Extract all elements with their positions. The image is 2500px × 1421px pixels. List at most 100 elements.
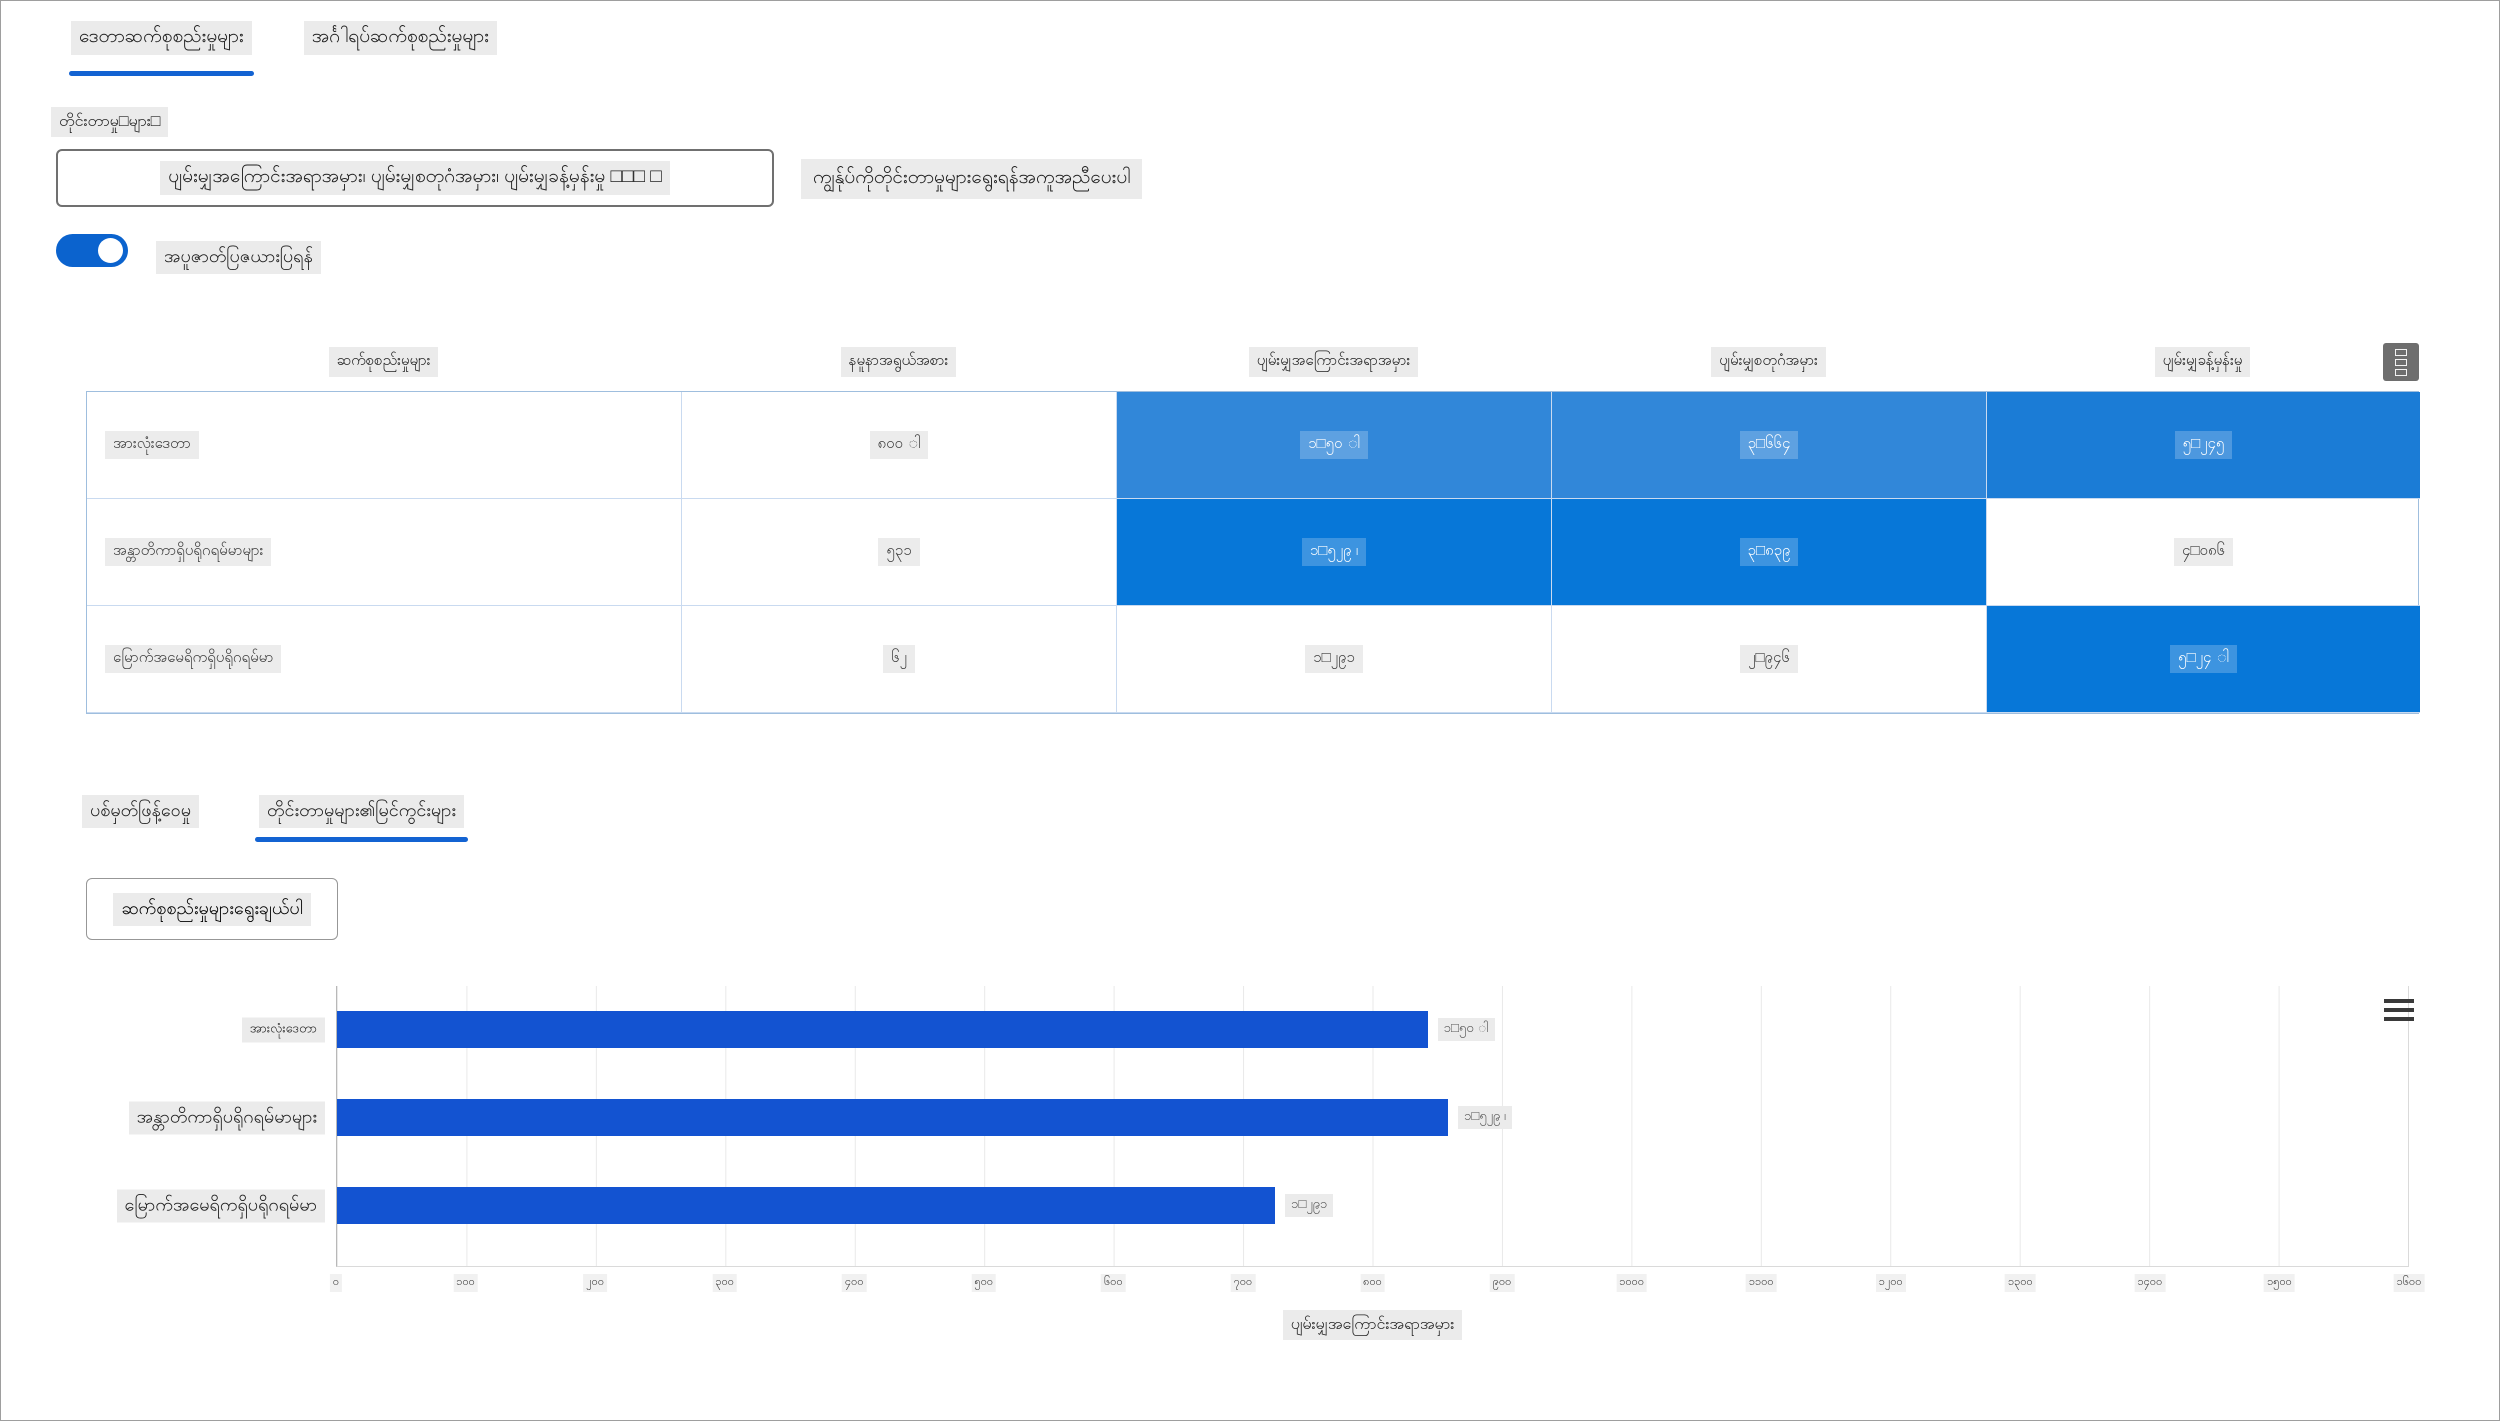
sample-size-value: ၈၀၀ ါ	[869, 431, 929, 459]
metric-value: ၅□၂၄ ါ	[2170, 645, 2237, 673]
cohort-tabs: ဒေတာဆက်စုစည်းမှုများ အင်္ဂါရပ်ဆက်စုစည်းမှ…	[67, 15, 501, 76]
chart-category-label-1: အန္တာတိကာရှိပရိုဂရမ်မာများ	[128, 1101, 325, 1134]
x-tick-label-9: ၉၀၀	[1489, 1274, 1515, 1292]
sample-size-cell: ၆၂	[682, 606, 1117, 713]
table-header-row: ဆက်စုစည်းမှုများ နမူနာအရွယ်အစား ပျမ်းမျှအက…	[86, 347, 2419, 377]
column-header-0: ဆက်စုစည်းမှုများ	[86, 347, 681, 377]
sample-size-value: ၆၂	[883, 645, 915, 673]
column-header-label: ပျမ်းမျှခန့်မှန်းမှု	[2154, 347, 2251, 377]
chart-category-text: မြောက်အမေရိကရှိပရိုဂရမ်မာ	[116, 1189, 325, 1222]
view-tab-label: ပစ်မှတ်ဖြန့်ဝေမှု	[82, 795, 199, 828]
mean-error-bar-chart: အားလုံးဒေတာအန္တာတိကာရှိပရိုဂရမ်မာများမြေ…	[1, 986, 2499, 1366]
view-tab-label: တိုင်းတာမှုများ၏မြင်ကွင်းများ	[259, 795, 464, 828]
bar-0[interactable]	[337, 1011, 1428, 1048]
cohort-metrics-table: အားလုံးဒေတာ ၈၀၀ ါ ၁□၅၀ ါ ၃□၆၆၄ ၅□၂၄၅အန္တာတိက…	[86, 391, 2420, 714]
column-header-label: ပျမ်းမျှအကြောင်းအရာအမှား	[1248, 347, 1419, 377]
metric-value: ၃□၆၆၄	[1739, 431, 1799, 459]
heatmap-toggle-label: အပူဇာတ်ပြဇယားပြရန်	[156, 241, 321, 274]
cohort-name-cell: မြောက်အမေရိကရှိပရိုဂရမ်မာ	[87, 606, 682, 713]
table-options-icon[interactable]	[2383, 343, 2419, 381]
measures-label-text: တိုင်းတာမှု□များ□	[51, 107, 169, 137]
column-header-1: နမူနာအရွယ်အစား	[681, 347, 1116, 377]
top-tab-label: အင်္ဂါရပ်ဆက်စုစည်းမှုများ	[303, 21, 497, 55]
metric-cell: ၁□၂၉၁	[1117, 606, 1552, 713]
metric-value: ၁□၅၂၉ ၊	[1301, 538, 1367, 566]
x-tick-label-10: ၁၀၀၀	[1616, 1274, 1647, 1292]
x-tick-label-1: ၁၀၀	[453, 1274, 478, 1292]
bar-value-label-1: ၁□၅၂၉ ၊	[1458, 1106, 1512, 1129]
metric-value: ၁□၅၀ ါ	[1300, 431, 1368, 459]
measures-dropdown[interactable]: ပျမ်းမျှအကြောင်းအရာအမှား၊ ပျမ်းမျှစတုဂံအ…	[56, 149, 774, 207]
column-header-label: ဆက်စုစည်းမှုများ	[328, 347, 439, 377]
x-tick-label-8: ၈၀၀	[1360, 1274, 1385, 1292]
metric-cell: ၅□၂၄၅	[1987, 392, 2420, 499]
x-tick-label-15: ၁၅၀၀	[2264, 1274, 2295, 1292]
metric-value: ၄□၀၈၆	[2174, 538, 2233, 566]
column-header-2: ပျမ်းမျှအကြောင်းအရာအမှား	[1116, 347, 1551, 377]
view-tabs: ပစ်မှတ်ဖြန့်ဝေမှု တိုင်းတာမှုများ၏မြင်ကွင…	[76, 789, 470, 842]
sample-size-value: ၅၃၁	[878, 538, 920, 566]
view-tab-0[interactable]: ပစ်မှတ်ဖြန့်ဝေမှု	[76, 789, 205, 834]
x-tick-label-5: ၅၀၀	[971, 1274, 997, 1292]
cohort-name: အားလုံးဒေတာ	[105, 431, 199, 459]
sample-size-cell: ၅၃၁	[682, 499, 1117, 606]
bar-value-label-2: ၁□၂၉၁	[1285, 1194, 1334, 1217]
metric-cell: ၁□၅၀ ါ	[1117, 392, 1552, 499]
metric-value: ၁□၂၉၁	[1305, 645, 1363, 673]
x-tick-label-11: ၁၁၀၀	[1745, 1274, 1777, 1292]
bar-row-0: ၁□၅၀ ါ	[337, 1011, 2408, 1048]
x-tick-label-0: ၀	[329, 1274, 343, 1292]
metric-value: ၂□၉၄၆	[1740, 645, 1798, 673]
x-tick-label-7: ၇၀၀	[1230, 1274, 1256, 1292]
metric-value: ၃□၈၃၉	[1739, 538, 1799, 566]
chart-hamburger-menu-icon[interactable]	[2384, 994, 2414, 1026]
sample-size-cell: ၈၀၀ ါ	[682, 392, 1117, 499]
top-tab-0[interactable]: ဒေတာဆက်စုစည်းမှုများ	[67, 15, 256, 76]
top-tab-label: ဒေတာဆက်စုစည်းမှုများ	[71, 21, 252, 55]
bar-value-label-0: ၁□၅၀ ါ	[1437, 1018, 1495, 1041]
metric-cell: ၅□၂၄ ါ	[1987, 606, 2420, 713]
bar-row-1: ၁□၅၂၉ ၊	[337, 1099, 2408, 1136]
help-choose-measures-button[interactable]: ကျွန်ုပ်ကိုတိုင်းတာမှုများရွေးရန်အကူအညီပ…	[801, 159, 1143, 199]
column-header-label: ပျမ်းမျှစတုဂံအမှား	[1711, 347, 1826, 377]
x-tick-label-13: ၁၃၀၀	[2004, 1274, 2036, 1292]
chart-category-label-2: မြောက်အမေရိကရှိပရိုဂရမ်မာ	[116, 1189, 325, 1222]
chart-plot-area: ၁□၅၀ ါ၁□၅၂၉ ၊၁□၂၉၁	[336, 986, 2409, 1267]
measures-label: တိုင်းတာမှု□များ□	[51, 107, 169, 137]
metric-cell: ၄□၀၈၆	[1987, 499, 2420, 606]
column-header-3: ပျမ်းမျှစတုဂံအမှား	[1551, 347, 1986, 377]
heatmap-toggle[interactable]	[56, 234, 128, 267]
cohort-name-cell: အားလုံးဒေတာ	[87, 392, 682, 499]
metric-cell: ၂□၉၄၆	[1552, 606, 1987, 713]
x-tick-label-6: ၆၀၀	[1101, 1274, 1126, 1292]
x-tick-label-4: ၄၀၀	[841, 1274, 867, 1292]
chart-category-text: အန္တာတိကာရှိပရိုဂရမ်မာများ	[128, 1101, 325, 1134]
bar-1[interactable]	[337, 1099, 1449, 1136]
cohort-name-cell: အန္တာတိကာရှိပရိုဂရမ်မာများ	[87, 499, 682, 606]
chart-x-axis-ticks: ၀ ၁၀၀ ၂၀၀ ၃၀၀ ၄၀၀ ၅၀၀ ၆၀၀ ၇၀၀ ၈၀၀ ၉၀၀ ၁၀၀၀ ၁၁၀၀ ၁၂၀၀…	[329, 1274, 2425, 1296]
view-tab-1[interactable]: တိုင်းတာမှုများ၏မြင်ကွင်းများ	[253, 789, 470, 842]
cohort-name: မြောက်အမေရိကရှိပရိုဂရမ်မာ	[105, 645, 282, 673]
metric-cell: ၁□၅၂၉ ၊	[1117, 499, 1552, 606]
chart-category-labels: အားလုံးဒေတာအန္တာတိကာရှိပရိုဂရမ်မာများမြေ…	[1, 986, 331, 1267]
bar-row-2: ၁□၂၉၁	[337, 1187, 2408, 1224]
x-tick-label-14: ၁၄၀၀	[2134, 1274, 2166, 1292]
metric-value: ၅□၂၄၅	[2174, 431, 2233, 459]
metric-cell: ၃□၆၆၄	[1552, 392, 1987, 499]
chart-x-axis-title: ပျမ်းမျှအကြောင်းအရာအမှား	[336, 1310, 2409, 1340]
x-tick-label-16: ၁၆၀၀	[2393, 1274, 2425, 1292]
x-tick-label-2: ၂၀၀	[583, 1274, 608, 1292]
bar-2[interactable]	[337, 1187, 1276, 1224]
toggle-knob-icon	[98, 238, 123, 263]
cohort-name: အန္တာတိကာရှိပရိုဂရမ်မာများ	[105, 538, 272, 566]
column-header-label: နမူနာအရွယ်အစား	[840, 347, 957, 377]
metric-cell: ၃□၈၃၉	[1552, 499, 1987, 606]
measures-dropdown-value: ပျမ်းမျှအကြောင်းအရာအမှား၊ ပျမ်းမျှစတုဂံအ…	[160, 161, 670, 195]
chart-category-text: အားလုံးဒေတာ	[241, 1017, 325, 1042]
chart-category-label-0: အားလုံးဒေတာ	[241, 1017, 325, 1042]
x-tick-label-3: ၃၀၀	[712, 1274, 737, 1292]
x-tick-label-12: ၁၂၀၀	[1875, 1274, 1906, 1292]
top-tab-1[interactable]: အင်္ဂါရပ်ဆက်စုစည်းမှုများ	[300, 15, 501, 61]
select-cohorts-button[interactable]: ဆက်စုစည်းမှုများရွေးချယ်ပါ	[86, 878, 338, 940]
